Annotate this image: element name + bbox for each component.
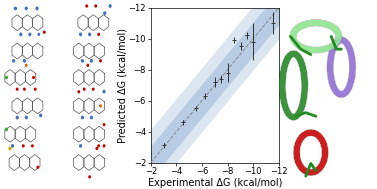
Circle shape — [32, 145, 33, 147]
Circle shape — [6, 128, 7, 131]
Circle shape — [78, 91, 80, 93]
Circle shape — [83, 88, 85, 90]
Y-axis label: Predicted ΔG (kcal/mol): Predicted ΔG (kcal/mol) — [117, 28, 127, 143]
Circle shape — [95, 5, 97, 7]
Circle shape — [40, 114, 41, 117]
Circle shape — [9, 147, 11, 150]
Circle shape — [103, 145, 105, 147]
Circle shape — [29, 33, 31, 36]
Circle shape — [17, 88, 18, 90]
Circle shape — [90, 60, 92, 62]
Circle shape — [37, 166, 38, 168]
Circle shape — [103, 90, 105, 93]
Circle shape — [44, 31, 45, 33]
Circle shape — [33, 77, 34, 78]
Circle shape — [81, 116, 83, 119]
Circle shape — [25, 116, 27, 119]
Circle shape — [81, 60, 83, 62]
Circle shape — [20, 33, 22, 36]
Circle shape — [80, 33, 81, 36]
Circle shape — [24, 88, 25, 90]
Circle shape — [26, 64, 27, 66]
Circle shape — [90, 116, 92, 119]
Circle shape — [98, 33, 100, 35]
Circle shape — [12, 145, 14, 147]
Circle shape — [14, 7, 16, 10]
Circle shape — [80, 145, 81, 147]
Circle shape — [35, 88, 36, 90]
Circle shape — [87, 64, 89, 66]
Circle shape — [38, 33, 40, 35]
Circle shape — [6, 76, 7, 79]
Circle shape — [23, 145, 24, 147]
Circle shape — [36, 7, 38, 10]
Circle shape — [89, 33, 90, 36]
Circle shape — [109, 5, 111, 7]
Circle shape — [25, 7, 27, 10]
Circle shape — [100, 60, 101, 62]
Circle shape — [86, 5, 87, 7]
Circle shape — [96, 148, 98, 149]
Circle shape — [24, 60, 25, 62]
Circle shape — [104, 12, 106, 14]
Circle shape — [98, 145, 100, 147]
Circle shape — [92, 88, 94, 90]
X-axis label: Experimental ΔG (kcal/mol): Experimental ΔG (kcal/mol) — [148, 178, 282, 188]
Circle shape — [100, 105, 101, 107]
Circle shape — [13, 60, 15, 62]
Circle shape — [103, 124, 105, 126]
Circle shape — [89, 176, 90, 178]
Circle shape — [16, 116, 18, 119]
